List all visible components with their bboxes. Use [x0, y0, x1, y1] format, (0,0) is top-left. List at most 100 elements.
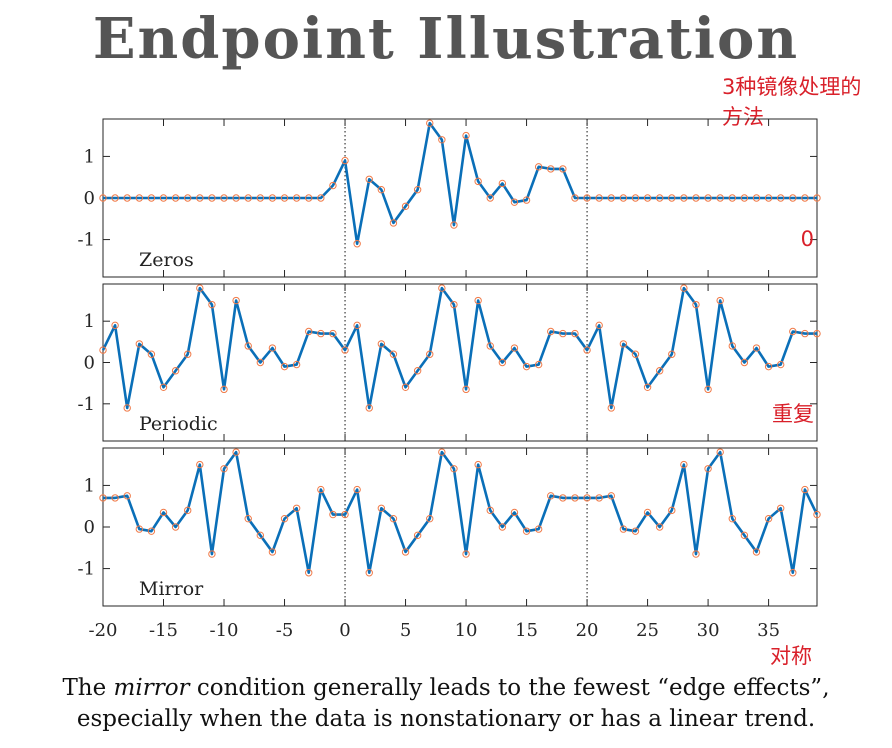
data-point — [329, 510, 337, 519]
data-point — [571, 194, 579, 202]
data-point — [655, 367, 664, 375]
data-point — [365, 404, 373, 412]
data-point — [220, 465, 228, 473]
data-point — [692, 194, 700, 202]
data-point — [740, 531, 749, 540]
data-point — [595, 494, 603, 502]
data-point — [522, 196, 531, 204]
data-point — [268, 194, 277, 202]
data-point — [244, 514, 252, 523]
data-point — [329, 181, 337, 190]
data-point — [413, 531, 422, 540]
data-point — [280, 362, 289, 371]
data-point — [474, 296, 482, 305]
y-tick-label: 0 — [84, 517, 95, 538]
data-point — [498, 358, 507, 367]
series-line — [101, 286, 817, 410]
y-tick-label: 1 — [84, 475, 95, 496]
caption-line-1-before: The — [62, 675, 114, 701]
data-point — [643, 194, 652, 202]
data-point — [619, 340, 628, 348]
data-point — [171, 523, 180, 531]
data-point — [450, 465, 458, 473]
data-point — [716, 448, 724, 456]
data-point — [184, 194, 192, 202]
data-point — [813, 329, 821, 338]
data-point — [220, 385, 228, 394]
data-point — [353, 321, 361, 330]
data-point — [208, 194, 216, 202]
chart-title: Endpoint Illustration — [92, 6, 800, 72]
data-point — [123, 404, 131, 412]
method-note: 3种镜像处理的方法 — [722, 75, 862, 129]
data-point — [232, 194, 240, 202]
data-point — [704, 465, 712, 473]
data-point — [559, 329, 567, 338]
data-point — [510, 344, 519, 352]
data-point — [692, 300, 700, 309]
data-point — [329, 329, 337, 338]
data-point — [668, 506, 676, 515]
caption-emphasis: mirror — [113, 675, 190, 701]
data-point — [244, 194, 252, 202]
data-point — [426, 514, 434, 523]
data-point — [692, 550, 700, 558]
data-point — [522, 527, 531, 535]
data-point — [595, 194, 603, 202]
x-tick-label: -10 — [210, 620, 239, 641]
y-tick-label: 1 — [84, 146, 95, 167]
data-point — [740, 194, 749, 202]
data-point — [607, 492, 615, 500]
data-point — [789, 569, 797, 577]
x-tick-label: 15 — [515, 620, 538, 641]
data-point — [99, 346, 107, 354]
y-tick-label: -1 — [77, 394, 95, 415]
y-tick-label: 1 — [84, 311, 95, 332]
data-point — [728, 194, 736, 202]
data-point — [196, 194, 204, 202]
data-point — [438, 448, 446, 456]
data-point — [462, 550, 470, 558]
data-point — [668, 194, 676, 202]
data-point — [389, 219, 398, 227]
data-point — [486, 506, 494, 515]
data-point — [341, 510, 349, 519]
data-point — [813, 510, 821, 519]
x-tick-label: -20 — [89, 620, 118, 641]
data-point — [438, 284, 446, 292]
data-point — [583, 194, 591, 202]
data-point — [547, 492, 555, 500]
data-point — [486, 194, 494, 202]
caption-line-1: The mirror condition generally leads to … — [0, 673, 892, 704]
data-point — [365, 569, 373, 577]
data-point — [305, 327, 313, 336]
data-point — [583, 346, 591, 354]
data-point — [595, 321, 603, 330]
data-point — [583, 494, 591, 502]
data-point — [607, 194, 615, 202]
data-point — [510, 508, 519, 517]
data-point — [184, 506, 192, 515]
data-point — [268, 344, 277, 352]
data-point — [111, 494, 119, 502]
data-point — [280, 194, 289, 202]
data-point — [474, 177, 482, 186]
data-point — [716, 296, 724, 305]
data-point — [813, 194, 821, 202]
data-point — [208, 550, 216, 558]
x-tick-label: 35 — [757, 620, 780, 641]
x-tick-label: 10 — [455, 620, 478, 641]
data-point — [196, 460, 204, 469]
data-point — [256, 194, 265, 202]
x-tick-label: -5 — [276, 620, 294, 641]
data-point — [704, 385, 712, 394]
data-point — [341, 346, 349, 354]
data-point — [99, 494, 107, 502]
panel-note: 0 — [801, 227, 814, 251]
data-point — [401, 548, 410, 556]
data-point — [196, 284, 204, 292]
data-point — [631, 194, 640, 202]
data-point — [389, 350, 398, 358]
data-point — [220, 194, 228, 202]
data-point — [292, 194, 301, 202]
